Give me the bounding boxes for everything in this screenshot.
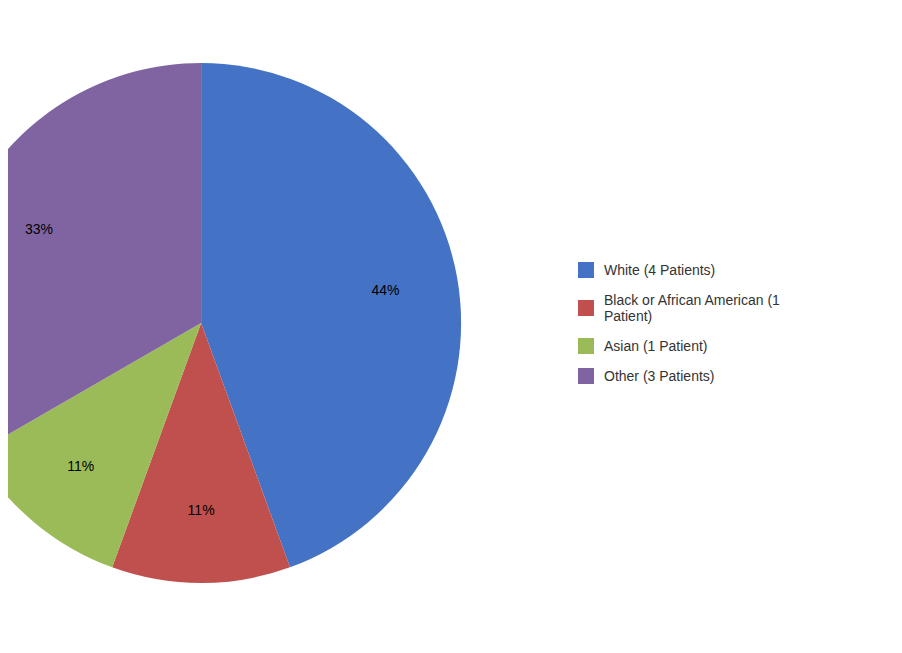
svg-text:33%: 33% bbox=[25, 221, 53, 237]
svg-text:11%: 11% bbox=[67, 458, 94, 474]
html-text:Other (3 Patients): Other (3 Patients) bbox=[604, 368, 715, 384]
html-text:Asian (1 Patient): Asian (1 Patient) bbox=[604, 338, 708, 354]
html-text:Black or African American (1 P: Black or African American (1 Patient) bbox=[604, 292, 780, 324]
html-text:White (4 Patients): White (4 Patients) bbox=[604, 262, 716, 278]
svg-text:11%: 11% bbox=[188, 502, 215, 518]
svg-text:44%: 44% bbox=[371, 282, 399, 298]
